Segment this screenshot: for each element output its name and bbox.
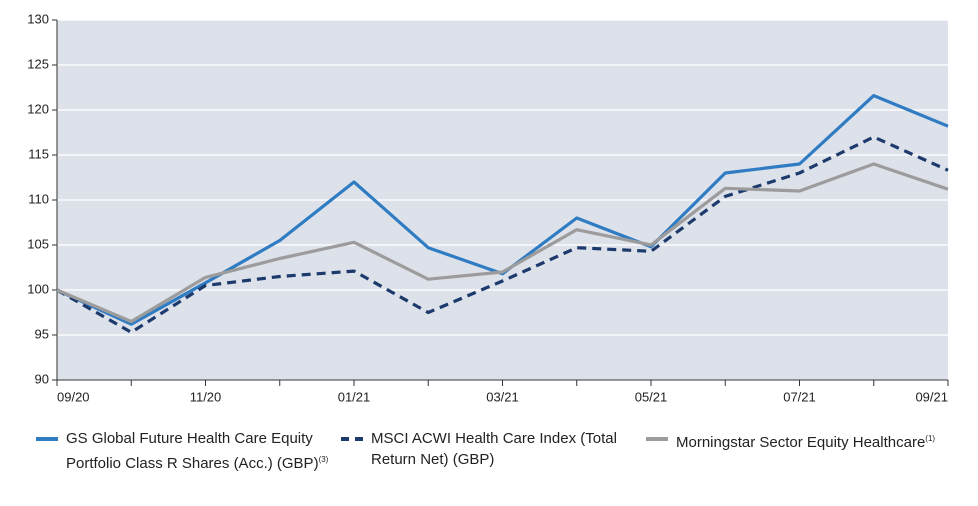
series-line: [56, 94, 949, 326]
x-tick-label: 09/21: [915, 389, 948, 404]
x-tick-label: 07/21: [783, 389, 816, 404]
legend-footnote: (1): [925, 434, 936, 443]
y-tick-label: 115: [28, 146, 49, 161]
y-tick-label: 130: [27, 11, 49, 26]
legend-footnote: (3): [318, 455, 329, 464]
y-tick-label: 95: [35, 326, 49, 341]
legend-label: Morningstar Sector Equity Healthcare: [676, 434, 926, 451]
y-tick-label: 110: [28, 191, 49, 206]
legend-item: MSCI ACWI Health Care Index (Total Retur…: [341, 428, 641, 470]
series-line: [56, 135, 949, 334]
legend-item: GS Global Future Health Care Equity Port…: [36, 428, 336, 474]
legend-swatch: [36, 437, 58, 441]
y-tick-label: 125: [27, 56, 49, 71]
x-tick-label: 05/21: [635, 389, 668, 404]
legend-swatch: [646, 437, 668, 441]
legend-label: GS Global Future Health Care Equity Port…: [66, 430, 319, 472]
x-tick-label: 01/21: [338, 389, 371, 404]
y-tick-label: 120: [27, 101, 49, 116]
x-tick-label: 09/20: [57, 389, 90, 404]
series-line: [56, 162, 949, 324]
legend-label: MSCI ACWI Health Care Index (Total Retur…: [371, 430, 617, 468]
legend-item: Morningstar Sector Equity Healthcare(1): [646, 428, 946, 453]
legend-swatch: [341, 437, 363, 441]
y-tick-label: 100: [27, 281, 49, 296]
chart: 90 95 100 105 110 115 120 125 130 09/20 11/20 01/21…: [27, 11, 949, 404]
x-tick-label: 03/21: [486, 389, 519, 404]
y-tick-label: 105: [27, 236, 49, 251]
x-tick-label: 11/20: [190, 389, 222, 404]
y-tick-label: 90: [35, 371, 49, 386]
